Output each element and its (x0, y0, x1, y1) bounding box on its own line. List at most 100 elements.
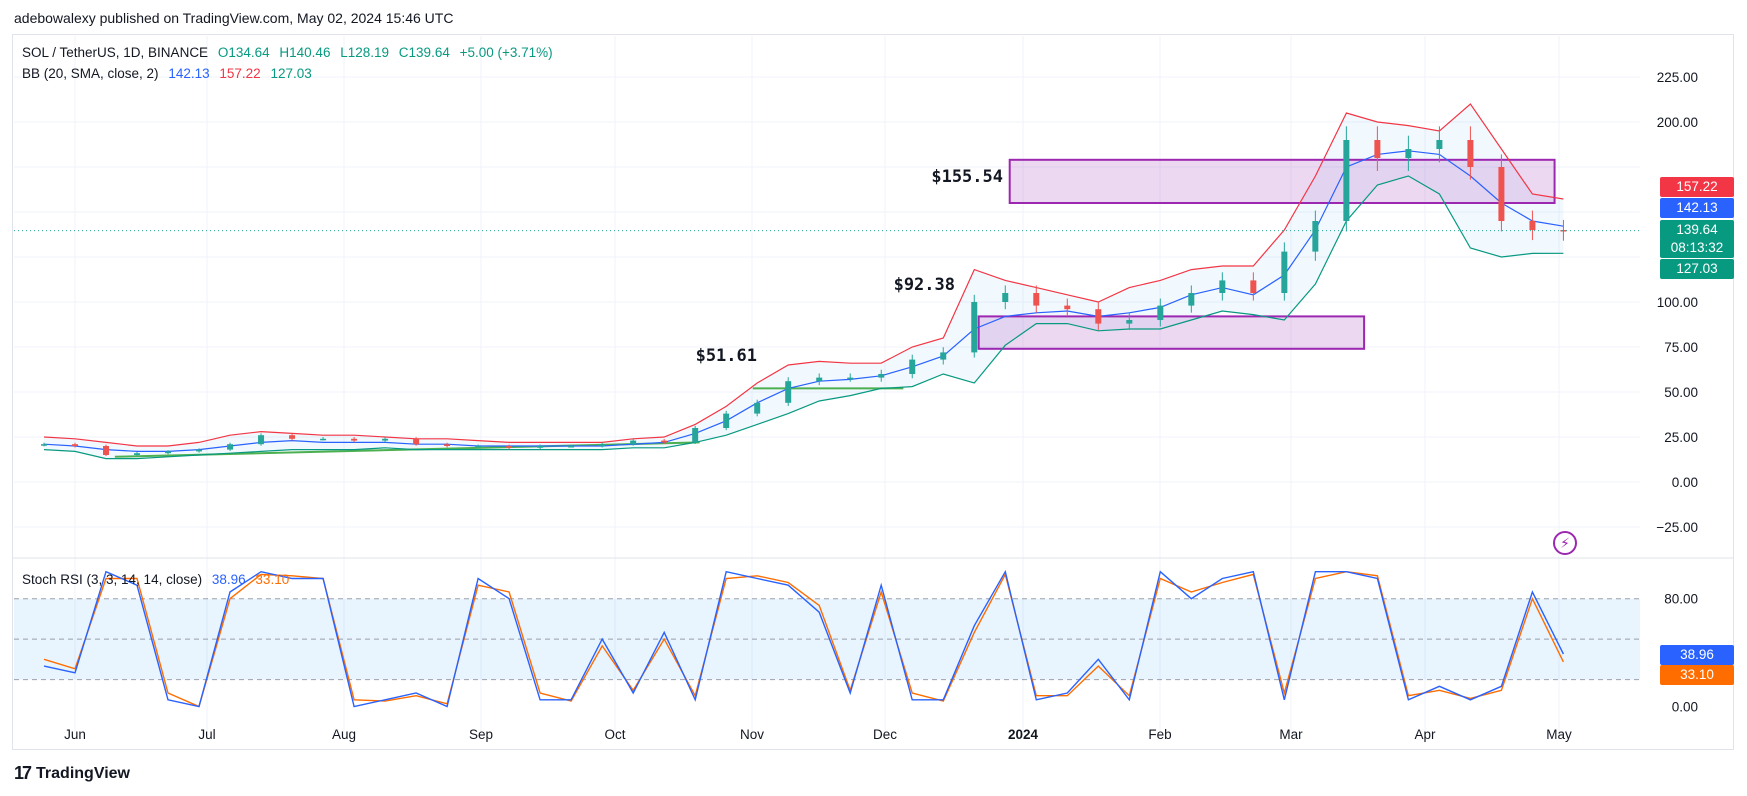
candle-body (320, 438, 327, 441)
candle-body (351, 438, 358, 441)
bb-basis-value: 142.13 (168, 66, 210, 81)
time-axis-tick-label: Nov (740, 727, 764, 742)
price-axis-tick-label: 75.00 (1664, 340, 1698, 355)
bollinger-band-fill (44, 104, 1564, 459)
bb-lower-line (43, 175, 1564, 460)
candle-body (785, 381, 792, 403)
candle-body (1498, 167, 1505, 221)
stoch-k-line (43, 569, 1565, 708)
bb-upper-value: 157.22 (219, 66, 261, 81)
time-axis-tick-label: Feb (1148, 727, 1171, 742)
candle-body (599, 444, 606, 446)
time-axis-tick-label: Aug (332, 727, 356, 742)
candle-body (1095, 309, 1102, 324)
symbol-label[interactable]: SOL / TetherUS, 1D, BINANCE (22, 45, 209, 60)
candle-body (909, 359, 916, 374)
bb-basis-price-tag: 142.13 (1660, 198, 1734, 218)
price-axis-tick-label: 100.00 (1657, 295, 1698, 310)
candle-body (103, 446, 110, 455)
price-axis-tick-label: −25.00 (1656, 520, 1698, 535)
ohlc-close: C139.64 (398, 45, 450, 60)
candle-body (1002, 293, 1009, 302)
stoch-axis-tick-label: 0.00 (1672, 700, 1698, 715)
time-axis-tick-label: Dec (873, 727, 897, 742)
candle-body (413, 438, 420, 445)
time-axis-tick-label: Jul (198, 727, 215, 742)
tradingview-logo[interactable]: 17 TradingView (14, 763, 130, 784)
candle-body (1250, 280, 1257, 293)
candle-body (72, 444, 78, 446)
candle-body (847, 377, 854, 380)
candle-body (1405, 149, 1412, 158)
stoch-label[interactable]: Stoch RSI (3, 3, 14, 14, close) (22, 572, 203, 587)
price-annotation: $155.54 (931, 167, 1003, 187)
candle-body (661, 440, 668, 443)
stoch-legend: Stoch RSI (3, 3, 14, 14, close) 38.96 33… (22, 572, 295, 587)
candle-body (692, 428, 699, 443)
chart-frame (12, 34, 1734, 750)
time-axis-tick-label: May (1546, 727, 1572, 742)
lightning-icon[interactable]: ⚡ (1553, 531, 1577, 555)
ohlc-open: O134.64 (217, 45, 270, 60)
ohlc-low: L128.19 (340, 45, 390, 60)
price-axis-tick-label: 0.00 (1672, 475, 1698, 490)
candle-body (630, 440, 637, 445)
stoch-axis-tick-label: 80.00 (1664, 592, 1698, 607)
bb-upper-line (43, 103, 1564, 447)
candle-body (1343, 140, 1350, 221)
candle-body (227, 444, 234, 450)
bb-basis-line (43, 150, 1564, 452)
time-axis-tick-label: Mar (1279, 727, 1303, 742)
candle-body (1064, 305, 1071, 310)
candle-body (1033, 293, 1040, 306)
bb-legend: BB (20, SMA, close, 2) 142.13 157.22 127… (22, 66, 318, 81)
candle-body (1188, 293, 1195, 306)
countdown-tag: 08:13:32 (1660, 238, 1734, 258)
price-axis-tick-label: 200.00 (1657, 115, 1698, 130)
candle-body (1436, 140, 1443, 149)
candle-body (537, 446, 544, 448)
time-axis-tick-label: 2024 (1008, 727, 1039, 742)
candle-body (196, 449, 203, 452)
candle-body (723, 413, 730, 428)
candle-body (940, 352, 947, 360)
price-axis-tick-label: 50.00 (1664, 385, 1698, 400)
candle-body (1374, 140, 1381, 158)
ohlc-high: H140.46 (279, 45, 331, 60)
candle-body (1126, 320, 1133, 324)
candle-body (165, 451, 172, 454)
candle-body (1560, 230, 1567, 232)
time-axis-tick-label: Oct (604, 727, 625, 742)
publisher-caption: adebowalexy published on TradingView.com… (14, 10, 454, 26)
tv-logo-icon: 17 (14, 763, 32, 783)
candle-body (1529, 221, 1536, 230)
candle-body (289, 435, 296, 439)
time-axis-tick-label: Apr (1414, 727, 1436, 742)
bb-label[interactable]: BB (20, SMA, close, 2) (22, 66, 159, 81)
price-axis-tick-label: 25.00 (1664, 430, 1698, 445)
stoch-d-line (43, 570, 1565, 708)
stoch-d-value: 33.10 (255, 572, 290, 587)
candle-body (40, 444, 47, 446)
candle-body (1467, 140, 1474, 167)
stoch-k-tag: 38.96 (1660, 645, 1734, 665)
candle-body (258, 435, 265, 445)
candle-body (754, 402, 761, 414)
last-price-tag: 139.64 (1660, 220, 1734, 240)
price-axis-tick-label: 225.00 (1657, 70, 1698, 85)
candle-body (971, 302, 978, 353)
candle-body (506, 446, 513, 448)
stoch-k-value: 38.96 (211, 572, 246, 587)
candle-body (1219, 280, 1226, 293)
support-zone-92 (977, 315, 1366, 350)
main-legend: SOL / TetherUS, 1D, BINANCE O134.64 H140… (22, 45, 559, 60)
candle-body (444, 444, 451, 446)
candle-body (134, 453, 141, 455)
candle-body (1281, 251, 1288, 293)
bb-lower-price-tag: 127.03 (1660, 259, 1734, 279)
time-axis-tick-label: Sep (469, 727, 493, 742)
candle-body (878, 374, 885, 378)
ohlc-change: +5.00 (+3.71%) (459, 45, 553, 60)
price-annotation: $51.61 (696, 346, 757, 366)
